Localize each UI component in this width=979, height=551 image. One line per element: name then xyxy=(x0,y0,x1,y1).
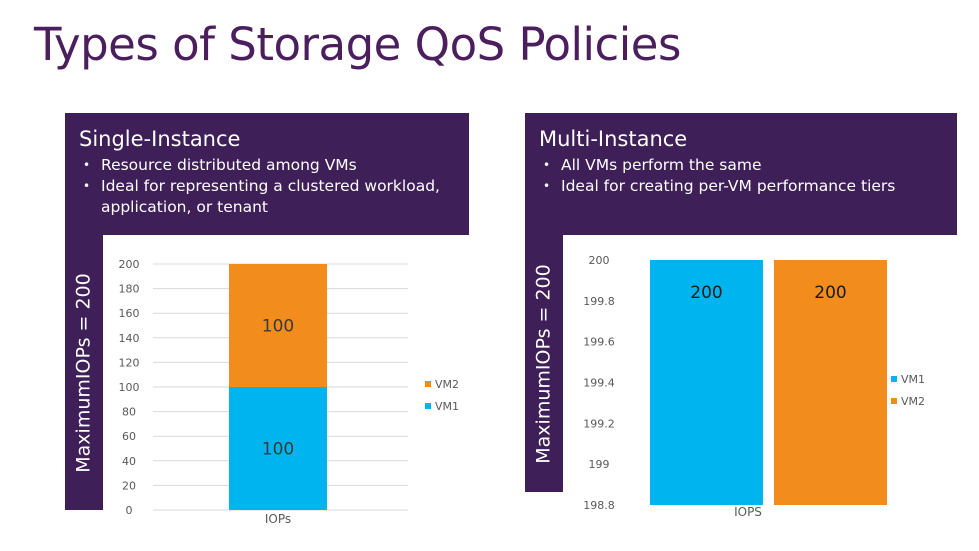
y-tick-label: 199 xyxy=(589,458,610,471)
legend-label-vm2: VM2 xyxy=(901,395,925,408)
x-tick-label: IOPS xyxy=(734,505,762,519)
x-tick-label: IOPs xyxy=(265,512,291,526)
legend-label-vm1: VM1 xyxy=(435,400,459,413)
y-tick-label: 198.8 xyxy=(583,499,615,512)
multi-instance-bullets: All VMs perform the same Ideal for creat… xyxy=(539,155,957,197)
legend-swatch-vm2 xyxy=(425,381,431,387)
slide-title: Types of Storage QoS Policies xyxy=(34,18,681,71)
multi-instance-heading: Multi-Instance xyxy=(539,127,688,151)
y-tick-label: 80 xyxy=(122,406,136,419)
single-instance-bullets: Resource distributed among VMs Ideal for… xyxy=(79,155,469,218)
data-label-vm2: 100 xyxy=(262,317,294,337)
single-instance-panel: Single-Instance Resource distributed amo… xyxy=(65,113,469,235)
single-instance-axis-label: MaximumIOPs = 200 xyxy=(65,235,103,510)
y-tick-label: 40 xyxy=(122,455,136,468)
bar-vm1 xyxy=(229,387,327,510)
legend-swatch-vm1 xyxy=(891,376,897,382)
multi-instance-panel: Multi-Instance All VMs perform the same … xyxy=(525,113,957,235)
bullet-item: Resource distributed among VMs xyxy=(79,155,469,176)
y-tick-label: 199.2 xyxy=(583,417,615,430)
y-tick-label: 60 xyxy=(122,430,136,443)
y-tick-label: 200 xyxy=(589,254,610,267)
y-tick-label: 199.4 xyxy=(583,377,615,390)
y-tick-label: 120 xyxy=(119,356,140,369)
legend-swatch-vm2 xyxy=(891,398,897,404)
multi-instance-chart: 198.8 199 199.2 199.4 199.6 199.8 200 200 200 IOP… xyxy=(583,254,925,519)
legend-swatch-vm1 xyxy=(425,403,431,409)
y-tick-label: 0 xyxy=(126,504,133,517)
y-tick-label: 100 xyxy=(119,381,140,394)
bar-vm1 xyxy=(650,260,763,505)
data-label-vm2: 200 xyxy=(814,283,846,303)
y-tick-label: 20 xyxy=(122,479,136,492)
bullet-item: All VMs perform the same xyxy=(539,155,957,176)
bar-vm2 xyxy=(229,264,327,387)
multi-instance-axis-label-text: MaximumIOPs = 200 xyxy=(533,263,555,464)
bullet-item: Ideal for representing a clustered workl… xyxy=(79,176,469,218)
y-tick-label: 199.8 xyxy=(583,295,615,308)
single-instance-heading: Single-Instance xyxy=(79,127,241,151)
y-tick-label: 160 xyxy=(119,307,140,320)
bar-vm2 xyxy=(774,260,887,505)
legend-label-vm2: VM2 xyxy=(435,378,459,391)
y-tick-label: 200 xyxy=(119,258,140,271)
bullet-item: Ideal for creating per-VM performance ti… xyxy=(539,176,957,197)
y-tick-label: 180 xyxy=(119,283,140,296)
data-label-vm1: 100 xyxy=(262,440,294,460)
y-tick-label: 199.6 xyxy=(583,336,615,349)
y-tick-label: 140 xyxy=(119,332,140,345)
single-instance-axis-label-text: MaximumIOPs = 200 xyxy=(73,272,95,473)
data-label-vm1: 200 xyxy=(690,283,722,303)
single-instance-chart: 0 20 40 60 80 100 120 140 160 180 200 100 100 IOPs VM2… xyxy=(119,258,460,526)
legend-label-vm1: VM1 xyxy=(901,373,925,386)
multi-instance-axis-label: MaximumIOPs = 200 xyxy=(525,235,563,492)
